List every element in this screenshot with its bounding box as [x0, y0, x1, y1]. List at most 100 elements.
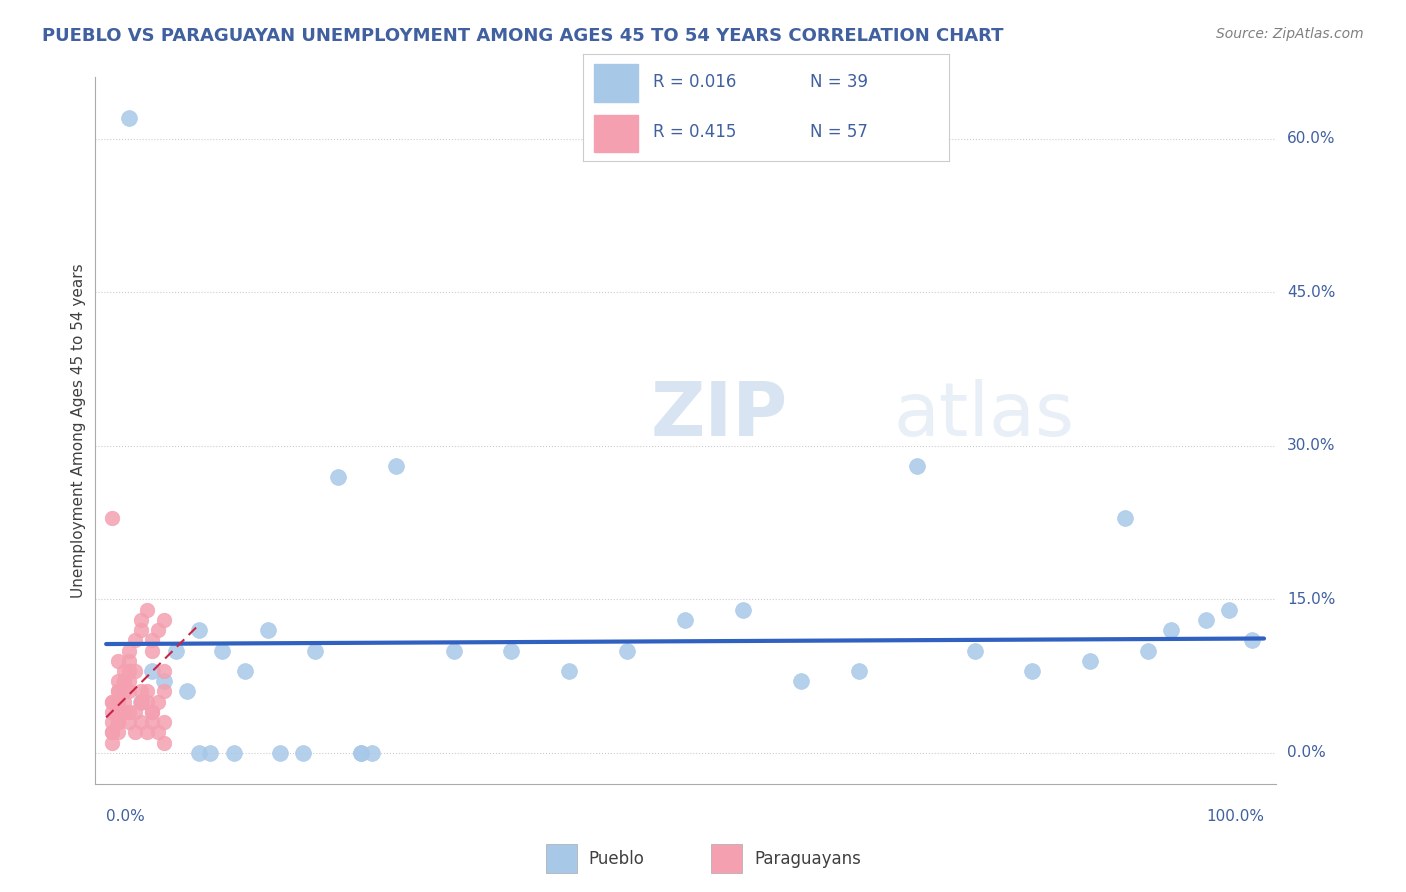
Point [211, 643, 233, 657]
Bar [595, 64, 638, 102]
Point [112, 674, 135, 689]
Bar [711, 844, 742, 873]
Point [350, 746, 373, 760]
Y-axis label: Unemployment Among Ages 45 to 54 years: Unemployment Among Ages 45 to 54 years [72, 263, 86, 598]
Point [905, 459, 928, 474]
Point [112, 705, 135, 719]
Point [141, 705, 163, 719]
Point [112, 695, 135, 709]
Point [101, 725, 124, 739]
Point [129, 623, 152, 637]
Text: 30.0%: 30.0% [1286, 438, 1336, 453]
Text: Source: ZipAtlas.com: Source: ZipAtlas.com [1216, 27, 1364, 41]
Point [101, 715, 124, 730]
Point [107, 705, 129, 719]
Point [141, 705, 163, 719]
Point [148, 725, 170, 739]
Text: R = 0.016: R = 0.016 [652, 73, 737, 91]
Point [118, 643, 141, 657]
Point [165, 643, 187, 657]
Point [233, 664, 256, 678]
Point [176, 684, 198, 698]
Point [112, 664, 135, 678]
Point [304, 643, 326, 657]
Point [222, 746, 245, 760]
Point [124, 705, 146, 719]
Point [129, 613, 152, 627]
Point [148, 695, 170, 709]
Point [1241, 633, 1264, 648]
Point [118, 684, 141, 698]
Point [291, 746, 314, 760]
Point [118, 705, 141, 719]
Point [1114, 510, 1136, 524]
Point [153, 664, 176, 678]
Text: N = 57: N = 57 [810, 123, 868, 141]
Point [257, 623, 280, 637]
Text: 15.0%: 15.0% [1286, 592, 1336, 607]
Point [153, 613, 176, 627]
Bar [595, 114, 638, 152]
Point [112, 684, 135, 698]
Point [107, 684, 129, 698]
Point [107, 674, 129, 689]
Point [326, 469, 349, 483]
Point [141, 643, 163, 657]
Point [112, 674, 135, 689]
Point [101, 736, 124, 750]
Point [135, 602, 157, 616]
Point [107, 695, 129, 709]
Text: 60.0%: 60.0% [1286, 131, 1336, 146]
Text: Pueblo: Pueblo [589, 849, 645, 868]
Point [107, 715, 129, 730]
Point [129, 695, 152, 709]
Point [673, 613, 696, 627]
Point [129, 695, 152, 709]
Point [148, 623, 170, 637]
Point [107, 725, 129, 739]
Point [107, 715, 129, 730]
Text: atlas: atlas [893, 379, 1074, 451]
Point [101, 705, 124, 719]
Text: PUEBLO VS PARAGUAYAN UNEMPLOYMENT AMONG AGES 45 TO 54 YEARS CORRELATION CHART: PUEBLO VS PARAGUAYAN UNEMPLOYMENT AMONG … [42, 27, 1004, 45]
Text: ZIP: ZIP [651, 379, 787, 451]
Point [118, 674, 141, 689]
Point [101, 695, 124, 709]
Point [118, 664, 141, 678]
Bar [546, 844, 576, 873]
Point [107, 684, 129, 698]
Point [187, 623, 209, 637]
Text: 45.0%: 45.0% [1286, 285, 1336, 300]
Point [118, 715, 141, 730]
Point [963, 643, 986, 657]
Point [101, 695, 124, 709]
Point [107, 654, 129, 668]
Point [1078, 654, 1101, 668]
Point [790, 674, 813, 689]
Point [501, 643, 523, 657]
Point [124, 633, 146, 648]
Text: 0.0%: 0.0% [1286, 746, 1326, 760]
Point [101, 725, 124, 739]
Point [135, 684, 157, 698]
Point [129, 715, 152, 730]
Point [141, 633, 163, 648]
Point [200, 746, 222, 760]
Point [135, 725, 157, 739]
Text: 0.0%: 0.0% [105, 809, 145, 824]
Point [153, 715, 176, 730]
Point [153, 736, 176, 750]
Point [141, 664, 163, 678]
Point [1137, 643, 1160, 657]
Point [350, 746, 373, 760]
Point [848, 664, 870, 678]
Point [269, 746, 291, 760]
Point [118, 654, 141, 668]
Point [1160, 623, 1182, 637]
Text: N = 39: N = 39 [810, 73, 868, 91]
Text: 100.0%: 100.0% [1206, 809, 1264, 824]
Point [616, 643, 638, 657]
Point [129, 695, 152, 709]
Point [141, 715, 163, 730]
Point [731, 602, 754, 616]
